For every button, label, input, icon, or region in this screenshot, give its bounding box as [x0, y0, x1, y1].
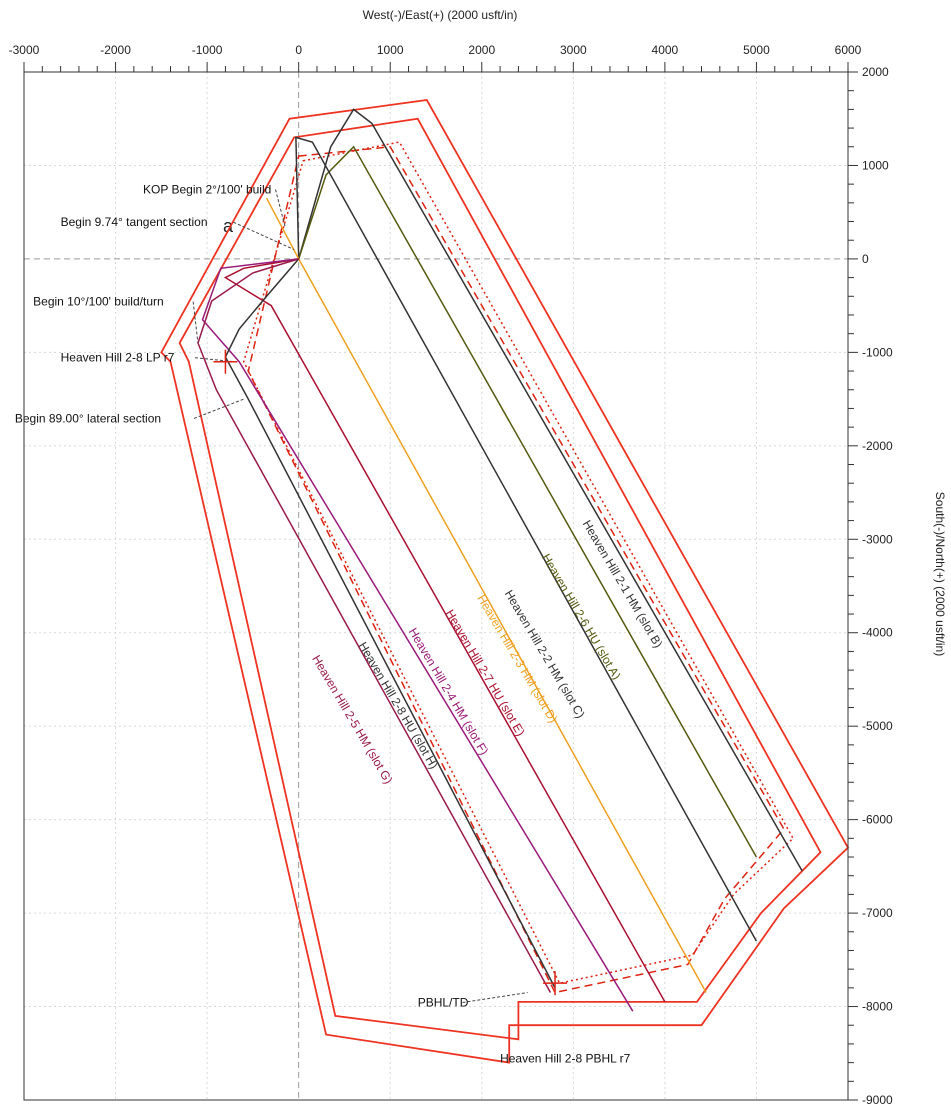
- y-tick-label: -6000: [862, 813, 893, 827]
- well-path-3: [295, 136, 758, 942]
- annotation-leader-5: [193, 398, 244, 419]
- x-tick-label: -1000: [192, 43, 223, 57]
- plot-frame: [23, 71, 849, 1101]
- y-tick-label: -9000: [862, 1093, 893, 1104]
- x-tick-label: 5000: [743, 43, 770, 57]
- y-tick-label: -1000: [862, 345, 893, 359]
- y-axis-title: South(-)/North(+) (2000 usft/in): [933, 492, 947, 656]
- annotation-4: Heaven Hill 2-8 LP r7: [61, 351, 175, 365]
- stray-glyph: a: [223, 216, 234, 236]
- well-path-8: [197, 258, 552, 993]
- x-tick-label: 2000: [468, 43, 495, 57]
- y-tick-label: -4000: [862, 626, 893, 640]
- well-path-2: [297, 145, 758, 858]
- x-tick-label: -3000: [9, 43, 40, 57]
- y-tick-label: -7000: [862, 906, 893, 920]
- x-tick-label: 6000: [835, 43, 862, 57]
- grid-layer: [24, 72, 848, 1100]
- annotation-layer: KOP Begin 2°/100' build Begin 9.74° tange…: [15, 182, 631, 1065]
- y-tick-label: -2000: [862, 439, 893, 453]
- y-tick-label: 0: [862, 252, 869, 266]
- outer-boundary: [160, 99, 850, 1064]
- annotation-leader-2: [233, 221, 295, 251]
- x-axis-title: West(-)/East(+) (2000 usft/in): [363, 8, 518, 22]
- inner-boundary: [178, 117, 822, 1041]
- label-layer: Heaven Hill 2-1 HM (slot B)Heaven Hill 2…: [309, 518, 665, 787]
- annotation-leader-4: [194, 357, 235, 363]
- annotation-1: KOP Begin 2°/100' build: [143, 182, 271, 196]
- well-path-7: [224, 258, 556, 989]
- x-tick-label: 1000: [377, 43, 404, 57]
- annotation-3: Begin 10°/100' build/turn: [33, 295, 164, 309]
- x-tick-label: 4000: [652, 43, 679, 57]
- well-path-6: [201, 258, 634, 1012]
- x-tick-label: -2000: [100, 43, 131, 57]
- annotation-leader-3: [192, 301, 199, 344]
- setback-dashed: [247, 146, 785, 994]
- y-tick-label: 2000: [862, 65, 889, 79]
- annotation-leader-1: [275, 189, 286, 227]
- y-tick-label: -3000: [862, 532, 893, 546]
- x-tick-label: 0: [295, 43, 302, 57]
- annotation-6: PBHL/TD: [418, 996, 469, 1010]
- well-path-1: [297, 108, 803, 872]
- axis-layer: -3000 -2000 -1000 0 1000 2000 3000 4000 5000 6000…: [9, 43, 893, 1104]
- boundary-layer: [160, 99, 850, 1064]
- x-tick-label: 3000: [560, 43, 587, 57]
- well-path-5: [223, 258, 666, 1003]
- y-tick-label: -8000: [862, 1000, 893, 1014]
- y-tick-label: -5000: [862, 719, 893, 733]
- y-tick-label: 1000: [862, 158, 889, 172]
- annotation-leader-6: [462, 992, 528, 1004]
- annotation-7: Heaven Hill 2-8 PBHL r7: [500, 1052, 631, 1066]
- annotation-2: Begin 9.74° tangent section: [61, 215, 208, 229]
- setback-dotted: [242, 141, 795, 985]
- annotation-5: Begin 89.00° lateral section: [15, 411, 161, 425]
- series-layer: [197, 108, 803, 1012]
